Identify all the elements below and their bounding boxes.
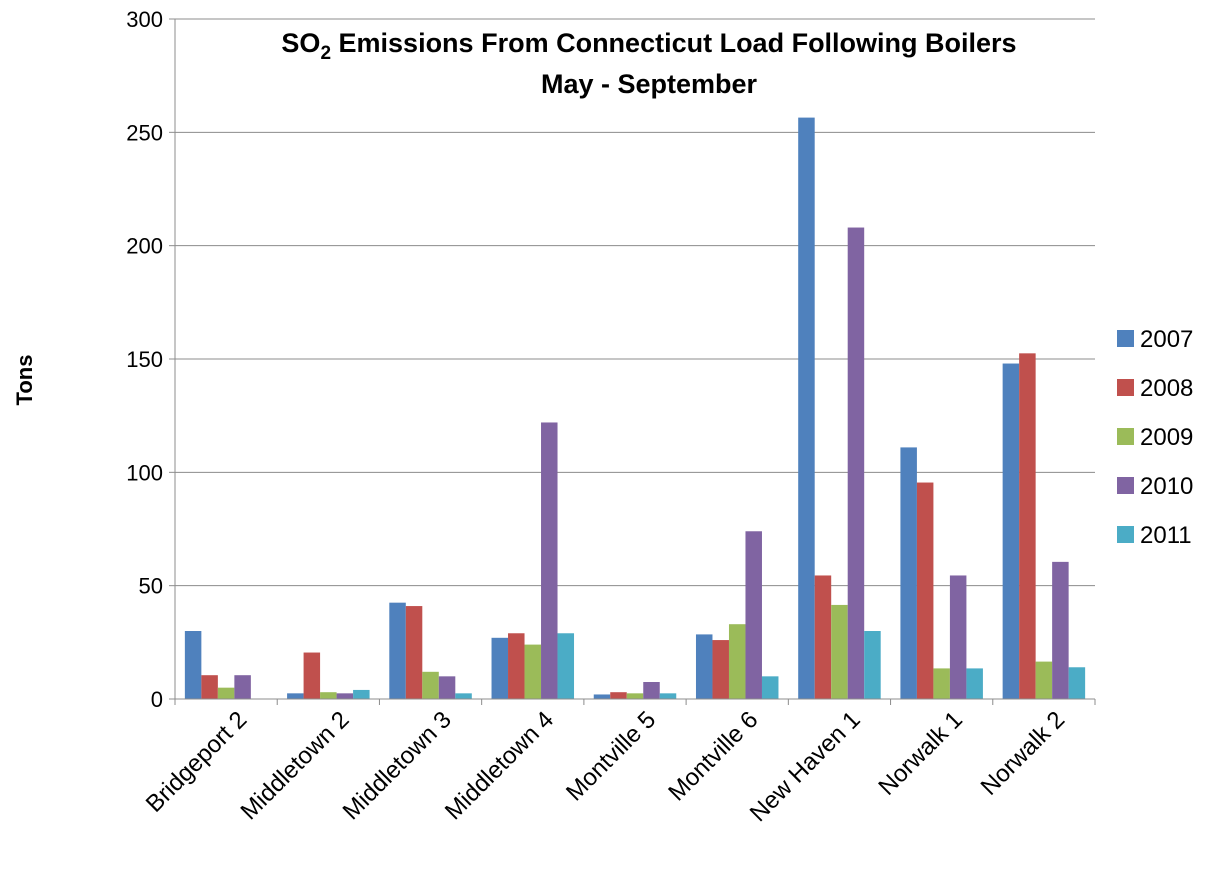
- y-tick-label: 50: [139, 574, 163, 599]
- bar-2011-5: [761, 676, 779, 699]
- y-tick-label: 250: [126, 120, 163, 145]
- y-tick-label: 200: [126, 234, 163, 259]
- bar-2009-3: [524, 644, 542, 699]
- bar-2007-8: [1002, 363, 1020, 699]
- gridlines: [169, 18, 1095, 700]
- bar-2008-6: [814, 575, 832, 699]
- legend-swatch-2007: [1117, 330, 1134, 347]
- title-subscript: 2: [320, 43, 331, 64]
- bar-2010-0: [234, 675, 251, 699]
- bar-2011-6: [864, 631, 881, 699]
- bar-2010-1: [336, 693, 354, 699]
- axes: [174, 19, 1096, 705]
- legend-swatch-2008: [1117, 379, 1134, 396]
- bar-2011-1: [353, 689, 370, 699]
- y-tick-label: 100: [126, 460, 163, 485]
- title-so: SO: [281, 28, 320, 58]
- y-tick-label: 0: [151, 687, 163, 712]
- legend-label-2007: 2007: [1140, 326, 1193, 353]
- bar-2010-7: [949, 575, 967, 699]
- bar-2009-2: [422, 671, 439, 699]
- bar-2011-4: [659, 693, 677, 699]
- x-category-label: Middletown 3: [338, 706, 457, 825]
- legend-swatch-2010: [1117, 477, 1134, 494]
- bar-2009-5: [728, 624, 746, 699]
- bar-2007-5: [695, 634, 713, 699]
- bar-2010-4: [643, 682, 660, 699]
- x-category-label: Norwalk 2: [976, 706, 1071, 801]
- bar-2011-8: [1068, 667, 1086, 699]
- bar-2011-2: [455, 693, 472, 699]
- legend: 2007 2008 2009 2010 2011: [1117, 326, 1193, 549]
- x-category-label: Norwalk 1: [873, 706, 968, 801]
- bar-2010-8: [1052, 561, 1069, 699]
- y-tick-label: 150: [126, 347, 163, 372]
- bar-2007-0: [184, 631, 202, 699]
- y-axis-label: Tons: [12, 355, 37, 406]
- bar-2009-0: [217, 687, 235, 699]
- bar-2010-3: [541, 422, 558, 699]
- chart-title-line2: May - September: [541, 69, 758, 99]
- legend-swatch-2009: [1117, 428, 1134, 445]
- bar-2009-4: [626, 693, 644, 699]
- legend-label-2009: 2009: [1140, 424, 1193, 451]
- chart-title-line1: SO2 Emissions From Connecticut Load Foll…: [281, 28, 1016, 64]
- bar-2008-4: [610, 692, 627, 699]
- x-category-label: Montville 5: [561, 706, 661, 806]
- x-category-label: Montville 6: [663, 706, 763, 806]
- bar-2007-7: [900, 447, 917, 699]
- bar-2011-3: [557, 633, 575, 699]
- legend-swatch-2011: [1117, 526, 1134, 543]
- bar-2007-6: [798, 117, 815, 700]
- bar-2008-0: [201, 675, 218, 699]
- bar-2009-8: [1035, 661, 1053, 699]
- x-category-label: Bridgeport 2: [141, 706, 253, 818]
- bar-2010-6: [847, 227, 865, 700]
- y-tick-label: 300: [126, 7, 163, 32]
- bar-2007-2: [389, 602, 406, 699]
- bar-2007-1: [287, 693, 304, 699]
- bar-2008-5: [712, 640, 729, 699]
- bar-2008-2: [405, 606, 423, 699]
- bar-2009-1: [320, 692, 337, 699]
- bar-2010-2: [438, 676, 456, 699]
- title-rest: Emissions From Connecticut Load Followin…: [331, 28, 1017, 58]
- x-category-label: Middletown 2: [235, 706, 354, 825]
- bar-2008-1: [303, 652, 321, 699]
- legend-label-2011: 2011: [1140, 522, 1192, 549]
- x-category-label: Middletown 4: [440, 706, 559, 825]
- y-tick-labels: 0 50 100 150 200 250 300: [126, 7, 163, 712]
- bar-2007-3: [491, 637, 509, 699]
- legend-label-2010: 2010: [1140, 473, 1193, 500]
- bar-2007-4: [593, 694, 611, 699]
- bar-2011-7: [966, 668, 983, 699]
- bar-2008-3: [508, 633, 525, 699]
- bar-2008-8: [1019, 353, 1036, 699]
- legend-label-2008: 2008: [1140, 375, 1193, 402]
- bars: [184, 117, 1086, 700]
- x-category-label: New Haven 1: [745, 706, 866, 827]
- bar-2010-5: [745, 531, 762, 699]
- bar-2009-6: [831, 604, 848, 699]
- bar-2008-7: [916, 482, 934, 699]
- bar-2009-7: [933, 668, 950, 699]
